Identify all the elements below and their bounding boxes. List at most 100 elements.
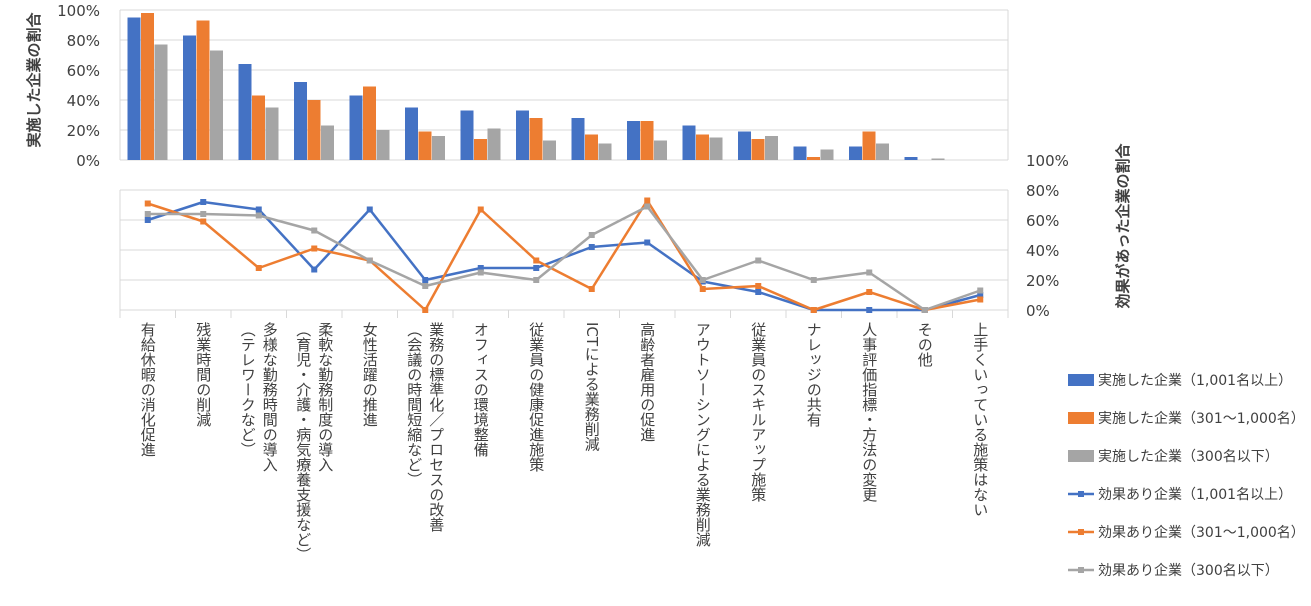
bar (640, 121, 654, 160)
bar (862, 131, 876, 160)
line-point (144, 217, 151, 223)
bar-y-tick-label: 100% (57, 2, 100, 20)
bar (154, 44, 168, 160)
category-label: 多様な勤務時間の導入 (261, 322, 279, 472)
line-point (588, 286, 595, 292)
line-y-tick-label: 100% (1026, 152, 1069, 170)
bar (474, 139, 487, 160)
bar (265, 107, 279, 160)
line-point (977, 292, 984, 298)
legend-label: 実施した企業（301～1,000名） (1098, 410, 1305, 427)
line-point (366, 257, 373, 264)
bar (904, 157, 918, 160)
category-label: 従業員のスキルアップ施策 (749, 322, 767, 502)
legend-label: 効果あり企業（1,001名以上） (1098, 486, 1292, 503)
series-line (147, 199, 981, 312)
bar (682, 125, 696, 160)
line-point (533, 265, 540, 271)
legend-label: 効果あり企業（301～1,000名） (1098, 524, 1305, 541)
bar (196, 20, 210, 160)
category-label: 上手くいっている施策はない (971, 322, 989, 517)
category-label: 高齢者雇用の促進 (638, 322, 656, 442)
bar (738, 131, 751, 160)
line-series-group (144, 197, 984, 313)
line-point (311, 245, 318, 252)
category-label: アウトソーシングによる業務削減 (694, 322, 712, 548)
line-point (477, 269, 484, 276)
line-y-tick-label: 40% (1026, 242, 1059, 260)
bar (931, 158, 945, 160)
line-point (533, 277, 540, 283)
line-point (255, 206, 262, 213)
category-label: 残業時間の削減 (194, 322, 212, 428)
bar (529, 118, 543, 160)
bar (627, 121, 640, 160)
bar (807, 157, 820, 160)
category-label: 業務の標準化／プロセスの改善 (427, 322, 445, 532)
line-point (977, 287, 984, 294)
bar (696, 134, 709, 160)
bar (405, 107, 418, 160)
legend-label: 効果あり企業（300名以下） (1098, 562, 1279, 579)
legend-marker (1078, 529, 1084, 535)
line-point (644, 239, 651, 246)
category-label: 女性活躍の推進 (361, 321, 379, 427)
line-point (255, 212, 262, 219)
line-point (588, 244, 595, 250)
line-point (311, 266, 318, 273)
category-label: 従業員の健康促進施策 (527, 322, 545, 472)
bar (543, 140, 556, 160)
bar (321, 125, 334, 160)
bar-y-tick-label: 40% (67, 92, 100, 110)
bar (238, 64, 252, 160)
bar-series-group (127, 13, 945, 160)
line-y-tick-label: 80% (1026, 182, 1059, 200)
bar (487, 128, 501, 160)
line-point (810, 307, 817, 313)
bar (654, 140, 667, 160)
line-point (866, 269, 873, 276)
line-point (755, 257, 762, 264)
bar-y-tick-label: 60% (67, 62, 100, 80)
line-point (866, 289, 873, 295)
line-y-tick-label: 0% (1026, 302, 1050, 320)
category-label: ナレッジの共有 (805, 322, 823, 428)
category-label: 柔軟な勤務制度の導入 (316, 322, 334, 472)
series-line (147, 205, 981, 312)
bar (183, 35, 196, 160)
legend-marker (1078, 491, 1084, 497)
category-label: ICTによる業務削減 (583, 322, 601, 452)
bar (585, 134, 598, 160)
line-point (144, 211, 151, 217)
line-point (755, 283, 762, 289)
line-point (810, 277, 817, 283)
bar (709, 137, 723, 160)
category-label: 人事評価指標・方法の変更 (860, 322, 878, 503)
line-point (921, 307, 928, 313)
category-label: （テレワークなど） (239, 322, 257, 457)
bar (751, 139, 765, 160)
bar-y-tick-label: 80% (67, 32, 100, 50)
line-point (533, 257, 540, 264)
line-y-ticks: 0% 20% 40% 60% 80% 100% (1026, 152, 1069, 320)
line-point (200, 218, 207, 225)
legend-marker (1078, 567, 1084, 573)
bar (127, 17, 141, 160)
category-labels: 有給休暇の消化促進 残業時間の削減 多様な勤務時間の導入（テレワークなど） 柔軟な勤務… (139, 321, 990, 562)
bar-y-axis-title: 実施した企業の割合 (25, 12, 43, 148)
line-point (477, 265, 484, 271)
line-point (422, 283, 429, 289)
bar (363, 86, 376, 160)
line-point (644, 197, 651, 204)
bar (460, 110, 474, 160)
legend-swatch (1068, 412, 1094, 424)
bar (294, 82, 307, 160)
legend-swatch (1068, 450, 1094, 462)
bar (849, 146, 862, 160)
bar (307, 100, 321, 160)
bar-y-tick-label: 0% (76, 152, 100, 170)
bar (571, 118, 585, 160)
line-point (588, 232, 595, 238)
category-label: その他 (916, 322, 934, 368)
